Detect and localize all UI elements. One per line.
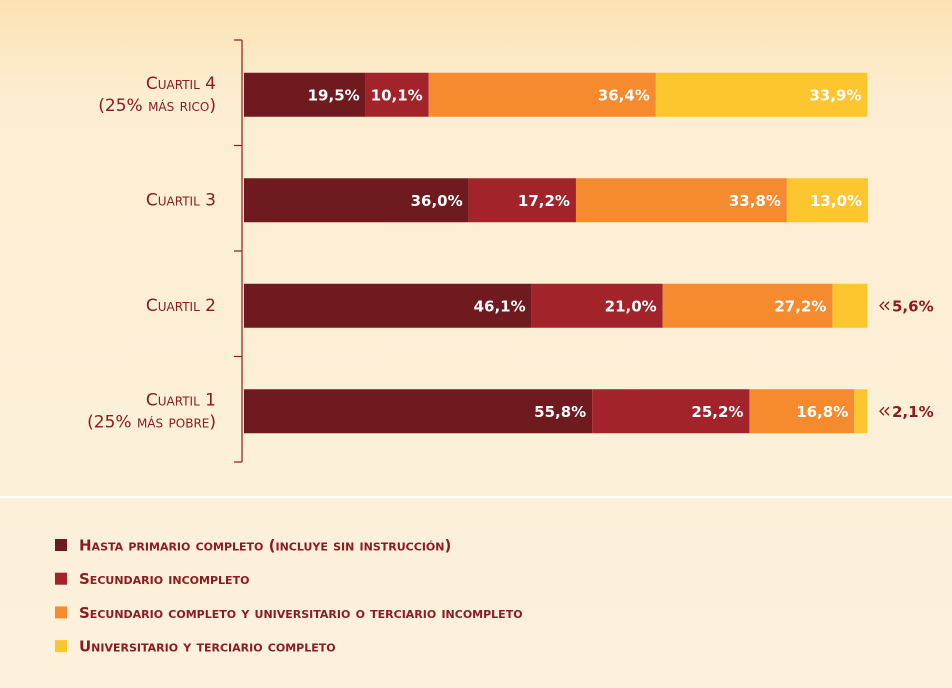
value-label: 33,8% bbox=[729, 192, 781, 210]
bar-segment bbox=[575, 178, 787, 223]
callout-arrow bbox=[879, 301, 890, 311]
category-label: (25% más rico) bbox=[98, 96, 216, 116]
value-label: 16,8% bbox=[796, 403, 848, 421]
value-label: 10,1% bbox=[371, 86, 423, 104]
legend-swatch bbox=[55, 606, 67, 619]
callout-arrow bbox=[879, 406, 890, 416]
legend-label: Universitario y terciario completo bbox=[79, 638, 336, 656]
bar-segment bbox=[854, 389, 868, 434]
legend-swatch bbox=[55, 640, 67, 653]
legend-swatch bbox=[55, 572, 67, 585]
value-label: 33,9% bbox=[809, 86, 861, 104]
legend-label: Secundario completo y universitario o te… bbox=[79, 604, 523, 622]
category-label: (25% más pobre) bbox=[87, 412, 216, 432]
value-label: 13,0% bbox=[810, 192, 862, 210]
value-label: 36,0% bbox=[411, 192, 463, 210]
legend-swatch bbox=[55, 539, 67, 551]
category-label: Cuartil 3 bbox=[146, 190, 216, 210]
bar-segment bbox=[365, 72, 429, 117]
value-label: 19,5% bbox=[308, 86, 360, 104]
value-label: 36,4% bbox=[598, 86, 650, 104]
value-label: 5,6% bbox=[892, 297, 934, 315]
legend-label: Secundario incompleto bbox=[79, 570, 249, 588]
value-label: 46,1% bbox=[474, 297, 526, 315]
bar-segment bbox=[244, 72, 366, 117]
value-label: 21,0% bbox=[605, 297, 657, 315]
bar-segment bbox=[655, 72, 868, 117]
bar-segment bbox=[244, 389, 593, 434]
value-label: 27,2% bbox=[774, 297, 826, 315]
bar-segment bbox=[468, 178, 576, 223]
bar-segment bbox=[832, 283, 868, 328]
category-label: Cuartil 4 bbox=[146, 74, 216, 94]
value-label: 55,8% bbox=[534, 403, 586, 421]
legend-label: Hasta primario completo (incluye sin ins… bbox=[79, 537, 451, 555]
bar-segment bbox=[428, 72, 656, 117]
category-label: Cuartil 1 bbox=[146, 390, 216, 410]
bar-segment bbox=[531, 283, 663, 328]
value-label: 25,2% bbox=[691, 403, 743, 421]
value-label: 17,2% bbox=[518, 192, 570, 210]
bar-segment bbox=[749, 389, 855, 434]
bar-segment bbox=[662, 283, 833, 328]
bar-segment bbox=[244, 283, 532, 328]
bar-segment bbox=[244, 178, 469, 223]
bar-segment bbox=[786, 178, 868, 223]
value-label: 2,1% bbox=[892, 403, 934, 421]
category-label: Cuartil 2 bbox=[146, 296, 216, 316]
bar-segment bbox=[592, 389, 750, 434]
